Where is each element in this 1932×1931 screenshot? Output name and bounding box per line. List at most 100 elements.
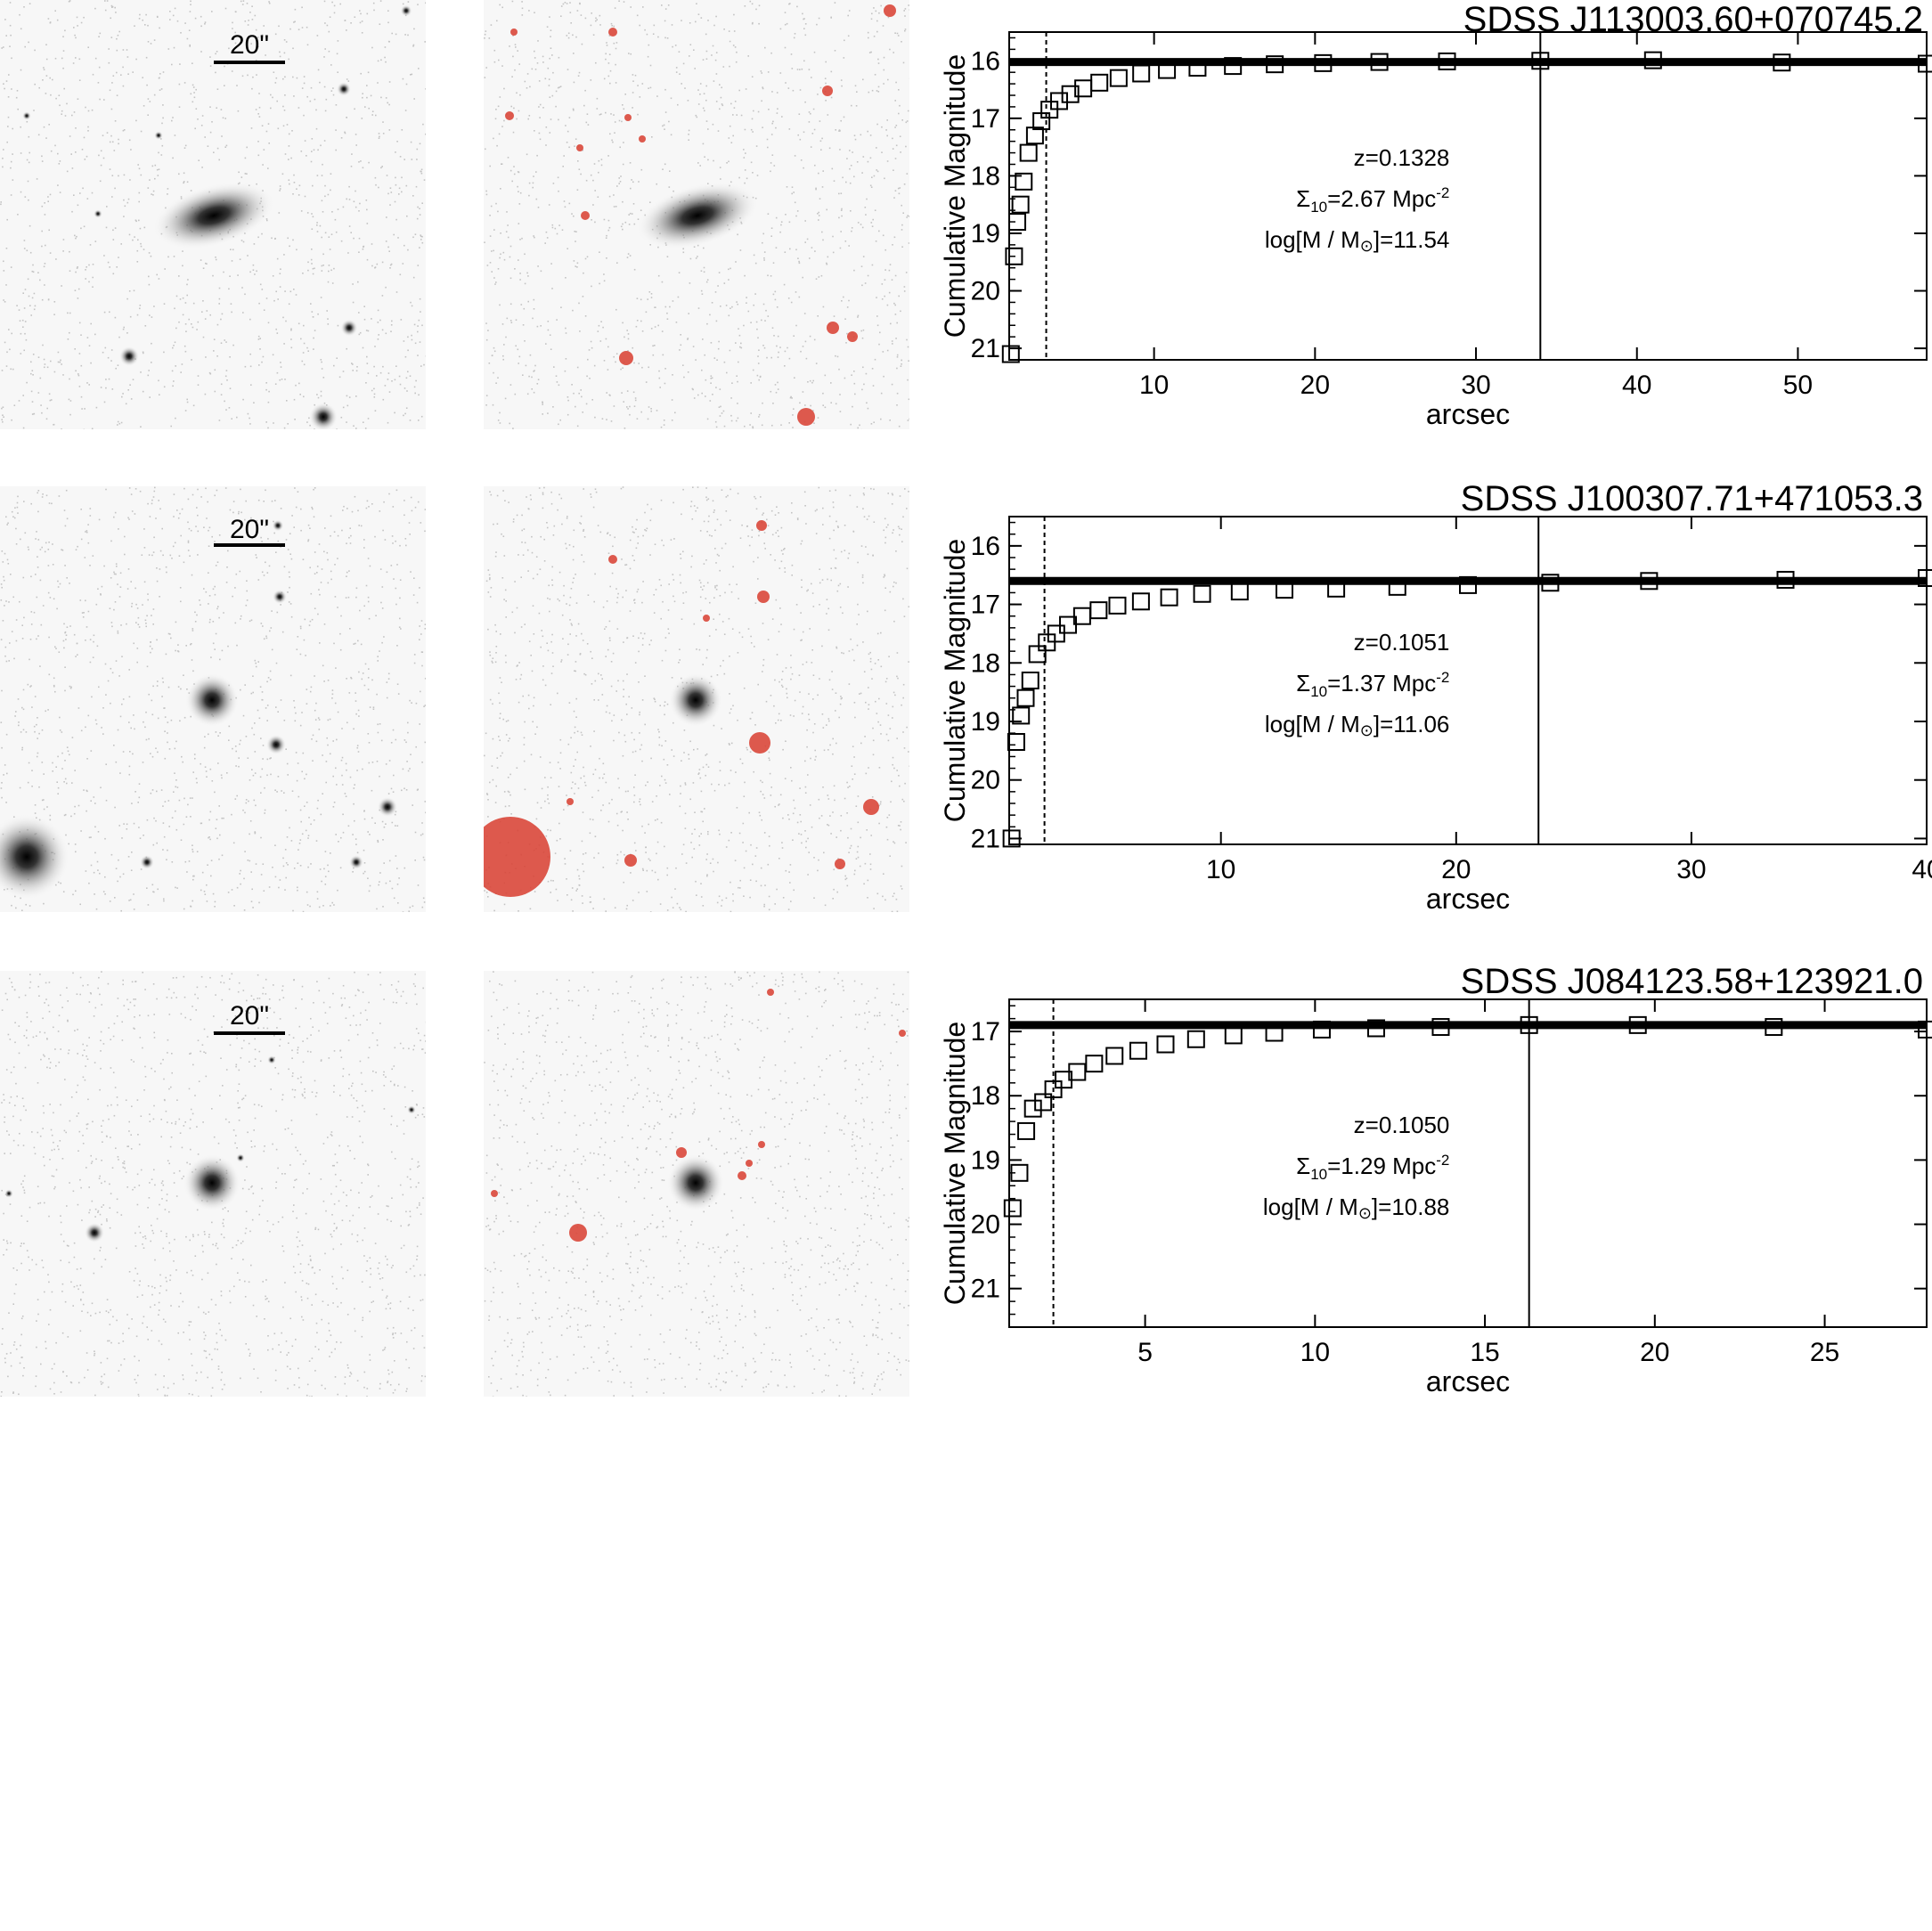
- x-tick-label: 50: [1783, 371, 1813, 400]
- y-tick-label: 21: [971, 1275, 1000, 1304]
- chart-r2: 10 20 30 40 16 17 18 19 20 21 arcsec Cumulative Mag…: [931, 511, 1932, 915]
- y-tick-label: 16: [971, 46, 1000, 76]
- mass-sun-symbol: ⊙: [1360, 237, 1374, 255]
- data-point: [1265, 1023, 1284, 1042]
- annotation-mass: log[M / M⊙]=11.54: [1265, 226, 1450, 255]
- masked-source: [738, 1171, 746, 1180]
- plot-frame: [1008, 998, 1928, 1328]
- field-source: [118, 346, 140, 367]
- y-tick-label: 20: [971, 277, 1000, 306]
- sigma-subscript: 10: [1310, 683, 1327, 700]
- x-tick-label: 20: [1640, 1338, 1669, 1367]
- data-point: [1061, 85, 1080, 103]
- field-source: [140, 855, 154, 869]
- data-point: [1266, 55, 1284, 74]
- field-source: [340, 319, 358, 337]
- sigma-superscript: -2: [1436, 184, 1449, 201]
- field-source: [22, 111, 31, 120]
- data-point: [1327, 579, 1346, 598]
- x-tick-label: 10: [1206, 855, 1235, 884]
- field-source: [272, 519, 284, 532]
- scale-bar-label: 20": [230, 1001, 269, 1031]
- masked-source: [797, 408, 815, 426]
- masked-source: [822, 86, 833, 96]
- masked-source: [608, 28, 617, 37]
- data-point: [1431, 1018, 1450, 1037]
- x-tick-label: 40: [1622, 371, 1651, 400]
- data-point: [1459, 575, 1477, 594]
- plot-frame: [1008, 31, 1928, 361]
- field-source: [273, 590, 287, 604]
- sigma-value: =2.67 Mpc: [1327, 185, 1436, 212]
- data-point: [1132, 64, 1151, 83]
- data-point: [1017, 1121, 1036, 1140]
- data-point: [1388, 577, 1406, 596]
- data-point: [1068, 1063, 1087, 1081]
- x-tick-label: 30: [1676, 855, 1706, 884]
- scale-bar-label: 20": [230, 515, 269, 544]
- masked-source: [608, 555, 617, 564]
- mass-prefix: log[M / M: [1263, 1194, 1358, 1220]
- mass-value: ]=11.06: [1374, 711, 1450, 737]
- data-point: [1640, 572, 1659, 591]
- x-tick-label: 20: [1300, 371, 1330, 400]
- data-point: [1186, 1030, 1205, 1048]
- data-point: [1156, 1035, 1175, 1054]
- x-axis-label: arcsec: [1426, 1365, 1510, 1395]
- y-axis-label: Cumulative Magnitude: [939, 54, 971, 338]
- y-axis-label: Cumulative Magnitude: [939, 1022, 971, 1305]
- target-galaxy: [185, 673, 239, 727]
- data-point: [1085, 1055, 1104, 1073]
- y-tick-label: 19: [971, 219, 1000, 249]
- data-point: [1050, 92, 1069, 110]
- masked-source: [899, 1030, 906, 1037]
- masked-source: [624, 114, 632, 121]
- data-point: [1023, 1099, 1042, 1118]
- chart-r1: 10 20 30 40 50 16 17 18 19 20 21 arcsec Cumulative M…: [931, 27, 1932, 430]
- annotation-density: Σ10=2.67 Mpc-2: [1296, 184, 1449, 216]
- field-source: [407, 1105, 416, 1114]
- data-point: [1193, 584, 1211, 603]
- y-tick-label: 17: [971, 104, 1000, 134]
- target-galaxy: [669, 673, 722, 727]
- data-point: [1010, 1163, 1029, 1182]
- data-point: [1276, 581, 1293, 599]
- data-point: [1224, 1026, 1243, 1045]
- y-tick-label: 20: [971, 766, 1000, 795]
- background-noise: [0, 0, 426, 429]
- data-point: [1628, 1015, 1647, 1034]
- annotation-density: Σ10=1.29 Mpc-2: [1296, 1152, 1449, 1183]
- data-point: [1531, 52, 1550, 70]
- target-galaxy: [636, 182, 759, 249]
- sigma-subscript: 10: [1310, 199, 1327, 216]
- masked-source: [510, 29, 518, 36]
- masked-source: [767, 989, 774, 996]
- x-tick-label: 20: [1441, 855, 1471, 884]
- data-point: [1016, 688, 1035, 707]
- chart-r3: 5 10 15 20 25 17 18 19 20 21 arcsec Cumulative Magn…: [931, 994, 1932, 1397]
- masked-source: [847, 331, 858, 342]
- x-tick-label: 30: [1461, 371, 1490, 400]
- target-galaxy: [183, 1154, 240, 1211]
- data-point: [1370, 53, 1389, 71]
- data-point: [1520, 1015, 1538, 1034]
- masked-source: [749, 732, 770, 754]
- masked-source: [758, 1141, 765, 1148]
- annotation-density: Σ10=1.37 Mpc-2: [1296, 669, 1449, 700]
- field-source: [84, 1222, 105, 1243]
- masked-source: [619, 351, 633, 365]
- x-tick-label: 5: [1137, 1338, 1153, 1367]
- field-source: [236, 1153, 245, 1162]
- masked-source: [491, 1190, 498, 1197]
- annotation-mass: log[M / M⊙]=10.88: [1263, 1194, 1450, 1222]
- data-point: [1015, 172, 1033, 191]
- scale-bar-label: 20": [230, 30, 269, 60]
- data-point: [1012, 706, 1031, 725]
- masked-source: [703, 615, 710, 622]
- background-noise: [484, 486, 909, 912]
- sigma-value: =1.37 Mpc: [1327, 670, 1436, 697]
- masked-source: [581, 211, 590, 220]
- image-panel-r2-grayscale: 20": [0, 486, 426, 912]
- y-tick-label: 18: [971, 161, 1000, 191]
- sigma-superscript: -2: [1436, 1152, 1449, 1169]
